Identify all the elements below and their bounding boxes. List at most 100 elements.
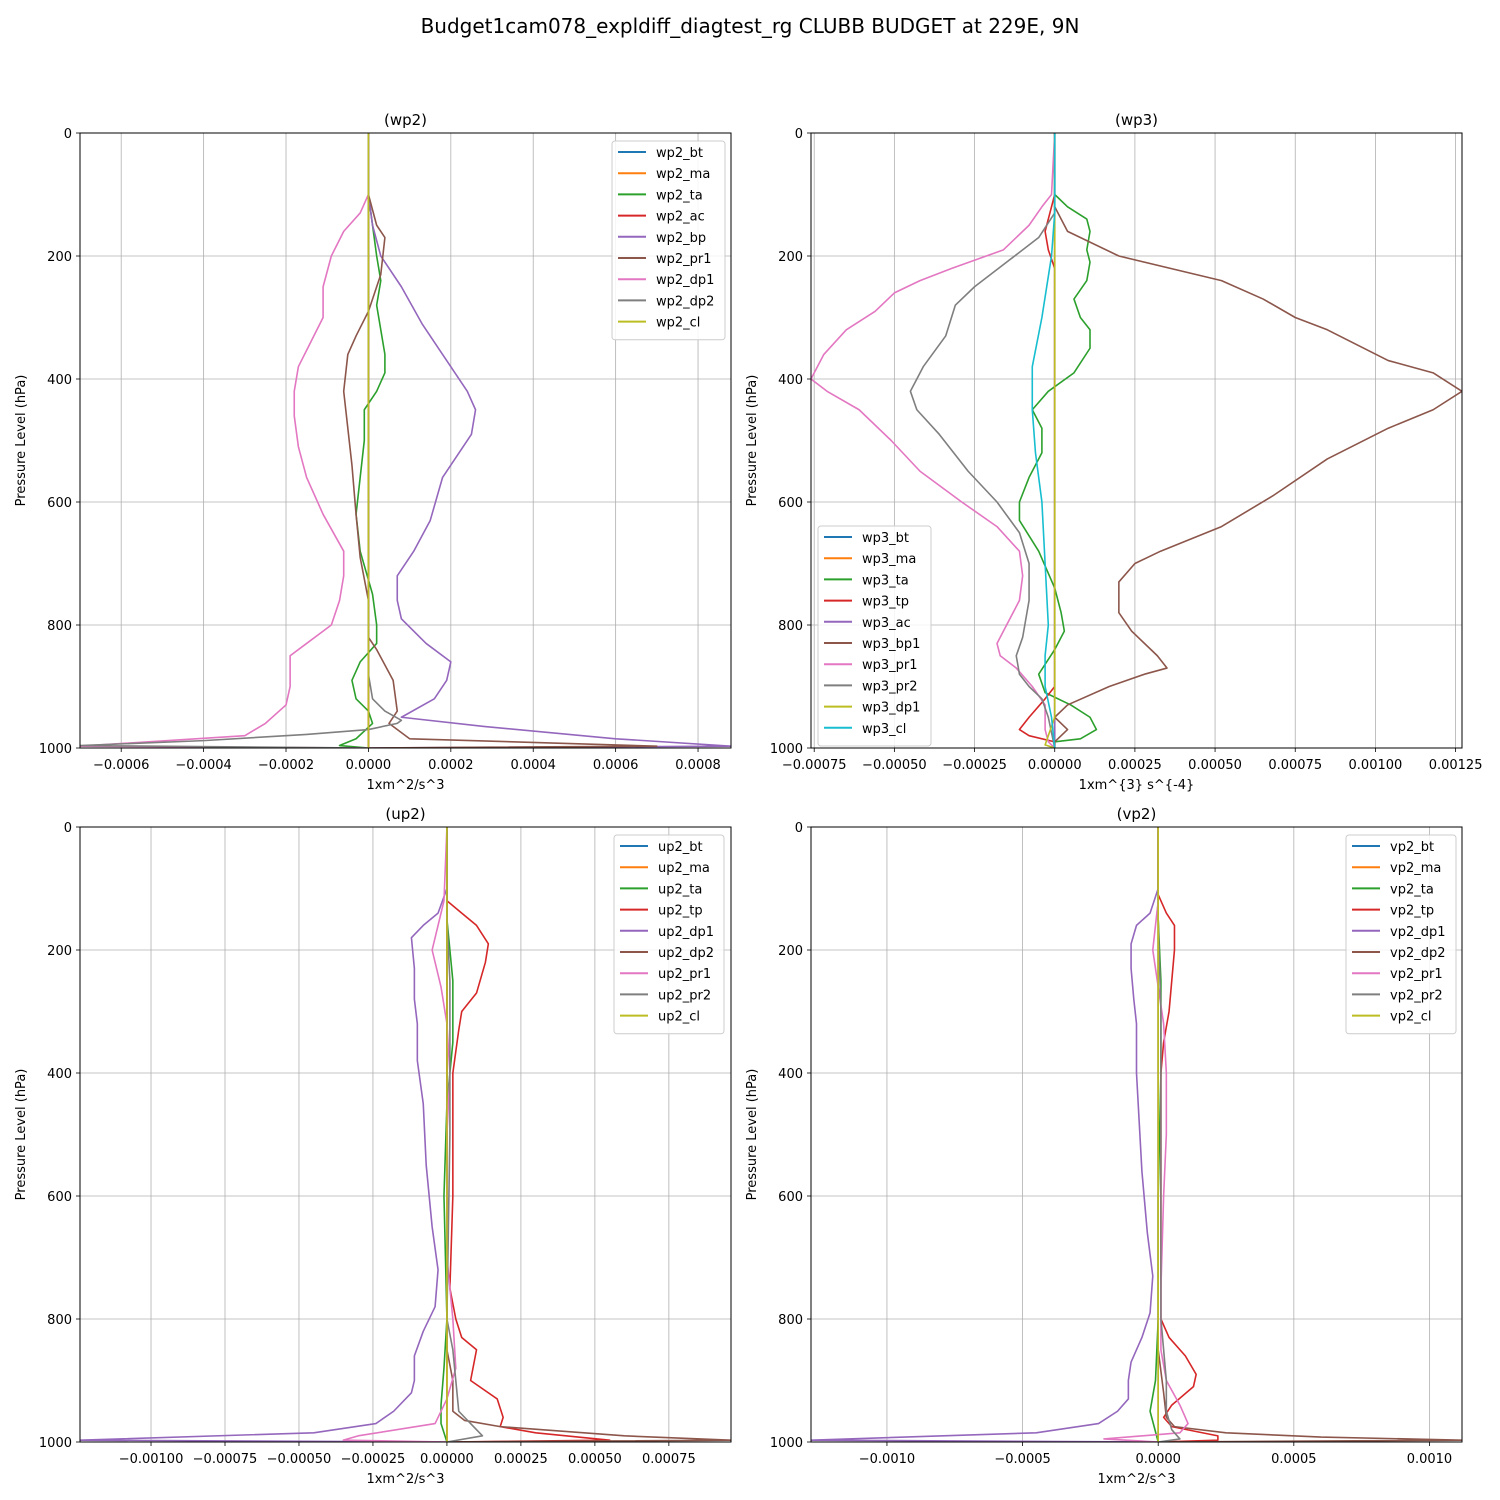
y-tick-label: 600 [778,496,803,511]
legend-label-up2_pr2: up2_pr2 [658,988,711,1003]
legend-box [817,525,932,747]
y-tick-label: 600 [47,1190,72,1205]
legend: wp2_bt wp2_ma wp2_ta wp2_ac wp2_bp wp2_pr1 wp2… [611,140,726,341]
x-tick-label: 0.00075 [642,1452,696,1467]
axes-frame [810,132,1463,749]
series-group [80,827,731,1442]
panel-title: (up2) [385,805,425,823]
x-tick-label: −0.0002 [258,758,314,773]
x-tick-label: 0.0004 [510,758,556,773]
panel-0: −0.0006 −0.0004 −0.0002 0.0000 0.0002 0.0004 0… [14,111,732,793]
legend-label-vp2_bt: vp2_bt [1390,840,1434,855]
axes-frame [810,826,1463,1443]
series-line-vp2_dp2 [1157,827,1462,1442]
legend-label-up2_ma: up2_ma [658,861,710,876]
legend-label-wp3_bt: wp3_bt [862,531,909,546]
legend-label-vp2_cl: vp2_cl [1390,1010,1431,1025]
x-tick-label: 0.00025 [1108,758,1162,773]
series-line-up2_dp2 [446,827,731,1442]
legend: up2_bt up2_ma up2_ta up2_tp up2_dp1 up2_dp2up… [613,834,725,1035]
x-axis-label: 1xm^{3} s^{-4} [1079,778,1195,793]
series-group [80,133,731,748]
y-tick-label: 1000 [770,742,803,757]
series-group [811,133,1462,748]
legend-label-wp2_dp1: wp2_dp1 [656,273,714,288]
y-tick-label: 200 [47,250,72,265]
series-line-wp2_pr1 [342,133,658,748]
y-tick-label: 200 [778,250,803,265]
y-tick-label: 400 [778,1067,803,1082]
series-line-vp2_pr1 [1103,827,1189,1442]
legend-label-vp2_dp1: vp2_dp1 [1390,925,1446,940]
legend-label-up2_pr1: up2_pr1 [658,967,711,982]
legend-label-up2_bt: up2_bt [658,840,703,855]
panel-title: (wp3) [1115,111,1158,129]
legend-box [613,834,725,1035]
y-tick-label: 0 [795,821,803,836]
legend-label-wp3_ma: wp3_ma [862,552,916,567]
x-tick-label: −0.00050 [267,1452,332,1467]
x-tick-label: 0.0010 [1407,1452,1453,1467]
legend-label-wp3_bp1: wp3_bp1 [862,637,920,652]
legend-label-wp2_ac: wp2_ac [656,210,705,225]
legend-label-wp3_ac: wp3_ac [862,616,911,631]
y-tick-label: 0 [795,127,803,142]
x-tick-label: 0.00125 [1429,758,1483,773]
legend-label-up2_dp2: up2_dp2 [658,946,714,961]
x-axis-label: 1xm^2/s^3 [366,1472,444,1487]
x-tick-label: −0.0004 [175,758,231,773]
y-tick-label: 400 [47,1067,72,1082]
series-line-up2_pr1 [342,827,457,1442]
x-tick-label: 0.0000 [1135,1452,1181,1467]
x-tick-label: −0.00050 [862,758,927,773]
series-line-wp3_tp [1018,133,1056,748]
x-axis-label: 1xm^2/s^3 [366,778,444,793]
legend: vp2_bt vp2_ma vp2_ta vp2_tp vp2_dp1 vp2_dp2vp… [1345,834,1457,1035]
x-tick-label: 0.00000 [420,1452,474,1467]
x-tick-label: 0.0000 [346,758,392,773]
legend-label-vp2_dp2: vp2_dp2 [1390,946,1446,961]
legend-label-up2_dp1: up2_dp1 [658,925,714,940]
y-axis-label: Pressure Level (hPa) [14,1069,29,1201]
panel-1: −0.00075 −0.00050 −0.00025 0.00000 0.00025 0.… [745,111,1482,793]
y-tick-label: 0 [64,821,72,836]
x-tick-label: 0.0008 [675,758,721,773]
legend-label-wp2_cl: wp2_cl [656,316,700,331]
legend-label-wp2_pr1: wp2_pr1 [656,252,712,267]
x-tick-label: 0.0005 [1271,1452,1317,1467]
legend-label-wp2_ma: wp2_ma [656,167,710,182]
y-axis-label: Pressure Level (hPa) [14,375,29,507]
legend-label-vp2_pr1: vp2_pr1 [1390,967,1443,982]
legend-label-vp2_ma: vp2_ma [1390,861,1441,876]
series-line-wp2_dp1 [80,133,370,748]
legend-label-wp2_dp2: wp2_dp2 [656,294,714,309]
legend-label-wp3_dp1: wp3_dp1 [862,701,920,716]
y-tick-label: 400 [778,373,803,388]
panel-title: (wp2) [384,111,427,129]
series-line-vp2_pr2 [1157,827,1181,1442]
series-line-wp3_pr2 [909,133,1056,748]
x-tick-label: −0.0006 [93,758,149,773]
legend-label-up2_ta: up2_ta [658,882,702,897]
legend-label-up2_tp: up2_tp [658,904,703,919]
x-tick-label: −0.00075 [782,758,847,773]
y-tick-label: 800 [778,1313,803,1328]
legend-box [1345,834,1457,1035]
series-line-wp2_ta [338,133,386,748]
series-line-up2_tp [446,827,611,1442]
legend-label-wp2_bt: wp2_bt [656,146,703,161]
x-tick-label: 0.00025 [494,1452,548,1467]
series-line-wp2_bp [367,133,731,748]
x-tick-label: −0.00025 [341,1452,406,1467]
legend-label-wp2_bp: wp2_bp [656,231,706,246]
figure-suptitle: Budget1cam078_expldiff_diagtest_rg CLUBB… [420,14,1080,38]
legend: wp3_bt wp3_ma wp3_ta wp3_tp wp3_ac wp3_bp1 wp3… [817,525,932,747]
x-tick-label: 0.00050 [1188,758,1242,773]
x-axis-label: 1xm^2/s^3 [1097,1472,1175,1487]
y-tick-label: 1000 [39,742,72,757]
legend-label-vp2_tp: vp2_tp [1390,904,1434,919]
y-tick-label: 200 [47,944,72,959]
x-tick-label: −0.00025 [942,758,1007,773]
x-tick-label: 0.00000 [1028,758,1082,773]
